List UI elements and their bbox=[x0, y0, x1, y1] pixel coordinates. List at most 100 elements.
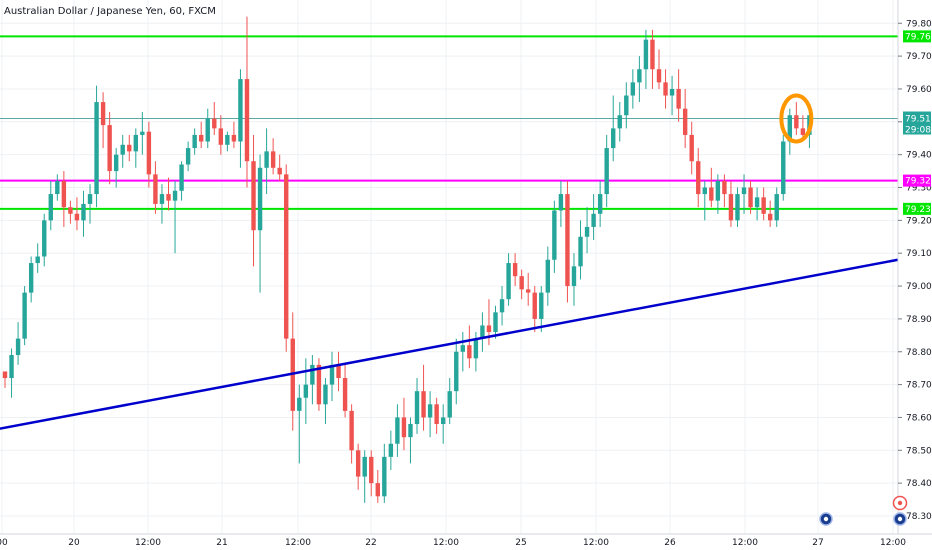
candle-body bbox=[22, 292, 27, 339]
candle-body bbox=[722, 180, 727, 195]
time-tick-label: 21 bbox=[216, 538, 227, 548]
candle-body bbox=[159, 194, 165, 204]
candle-body bbox=[107, 125, 112, 172]
candle-body bbox=[565, 194, 570, 287]
candle-body bbox=[362, 456, 367, 477]
candle-body bbox=[617, 115, 622, 129]
economic-event-icon-dot bbox=[823, 516, 829, 522]
candle-body bbox=[440, 417, 446, 425]
candle-body bbox=[696, 161, 701, 195]
candle-body bbox=[35, 256, 40, 264]
candle-body bbox=[578, 236, 583, 267]
candle-body bbox=[146, 131, 152, 175]
candle-body bbox=[545, 259, 551, 293]
candle-body bbox=[113, 154, 119, 172]
candle-body bbox=[225, 134, 230, 145]
candle-body bbox=[48, 194, 53, 221]
candle-body bbox=[447, 391, 452, 418]
candle-body bbox=[591, 213, 596, 227]
price-axis[interactable]: 79.80079.70079.60079.50079.40079.30079.2… bbox=[898, 19, 932, 522]
candle-body bbox=[270, 151, 276, 168]
horizontal-levels bbox=[0, 35, 898, 210]
time-tick-label: 25 bbox=[515, 538, 526, 548]
candle-body bbox=[277, 167, 282, 175]
candle-body bbox=[395, 417, 400, 444]
time-tick-label: 27 bbox=[812, 538, 823, 548]
candle-body bbox=[663, 82, 668, 96]
trendline bbox=[0, 252, 932, 430]
candle-body bbox=[467, 345, 472, 359]
candle-body bbox=[74, 213, 80, 221]
price-tick-label: 78.700 bbox=[906, 381, 932, 391]
candle-body bbox=[284, 174, 289, 339]
candle-body bbox=[408, 424, 413, 438]
time-tick-label: 12:00 bbox=[732, 538, 758, 548]
candle-body bbox=[231, 134, 237, 142]
candle-body bbox=[15, 338, 21, 356]
candle-body bbox=[526, 289, 531, 293]
candle-body bbox=[166, 194, 171, 201]
candle-body bbox=[401, 417, 407, 438]
candle-body bbox=[28, 263, 34, 293]
candle-body bbox=[604, 148, 609, 195]
candle-body bbox=[100, 102, 106, 126]
candle-body bbox=[120, 144, 125, 155]
candle-body bbox=[61, 180, 67, 208]
candle-body bbox=[336, 364, 341, 379]
candle-body bbox=[754, 197, 760, 208]
candle-body bbox=[316, 364, 322, 405]
level-price-badge bbox=[903, 174, 931, 187]
price-tick-label: 79.400 bbox=[906, 151, 932, 161]
time-tick-label: 12:00 bbox=[285, 538, 311, 548]
candle-body bbox=[669, 88, 675, 96]
price-tick-label: 78.900 bbox=[906, 315, 932, 325]
candle-body bbox=[584, 226, 590, 237]
time-axis[interactable]: 00 20 12:00 21 12:00 22 12:00 25 12:00 26 12:00 27 1… bbox=[0, 538, 906, 548]
candle-body bbox=[715, 180, 721, 201]
candle-body bbox=[414, 391, 420, 425]
time-tick-label: 12:00 bbox=[135, 538, 161, 548]
candle-body bbox=[421, 391, 426, 418]
price-tick-label: 79.800 bbox=[906, 19, 932, 29]
level-price-label: 79.235 bbox=[905, 205, 932, 215]
candle-body bbox=[434, 404, 439, 425]
candle-body bbox=[767, 213, 773, 221]
candle-body bbox=[794, 115, 799, 129]
candle-body bbox=[42, 220, 47, 257]
chart-grid bbox=[0, 0, 898, 534]
current-price-label: 79.510 bbox=[905, 115, 932, 125]
annotations bbox=[779, 93, 814, 144]
time-tick-label: 00 bbox=[0, 538, 8, 548]
candle-body bbox=[427, 404, 433, 418]
candle-body bbox=[473, 338, 479, 359]
price-tick-label: 79.300 bbox=[906, 184, 932, 194]
candle-body bbox=[310, 364, 315, 385]
candle-body bbox=[480, 325, 485, 339]
candle-body bbox=[454, 351, 459, 392]
candle-body bbox=[650, 39, 655, 70]
price-tick-label: 78.600 bbox=[906, 413, 932, 423]
candle-body bbox=[774, 194, 779, 221]
candle-body bbox=[342, 378, 348, 411]
candle-body bbox=[94, 102, 99, 195]
level-price-badge bbox=[903, 202, 931, 215]
highlight-circle bbox=[779, 93, 814, 144]
candle-body bbox=[728, 194, 734, 221]
price-tick-label: 78.500 bbox=[906, 446, 932, 456]
level-price-label: 79.321 bbox=[905, 177, 932, 187]
candle-body bbox=[656, 69, 662, 83]
candle-body bbox=[682, 108, 688, 135]
earnings-event-icon-dot bbox=[897, 500, 903, 506]
candle-body bbox=[68, 207, 73, 214]
price-axis-background bbox=[898, 0, 932, 534]
candle-body bbox=[205, 118, 210, 142]
candle-body bbox=[643, 39, 649, 70]
candle-body bbox=[257, 167, 263, 231]
candle-body bbox=[558, 194, 564, 211]
candle-body bbox=[506, 263, 511, 300]
candle-body bbox=[355, 450, 361, 477]
candle-body bbox=[153, 174, 158, 204]
candle-body bbox=[264, 151, 269, 168]
candle-body bbox=[460, 345, 465, 352]
